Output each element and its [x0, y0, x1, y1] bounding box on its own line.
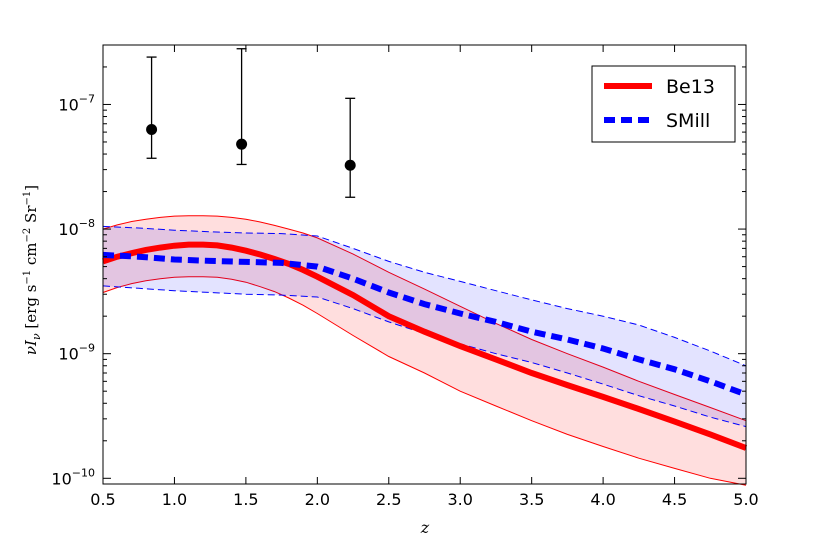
x-tick-label: 2.0	[305, 490, 330, 509]
uncertainty-bands	[102, 215, 747, 486]
band-upper-be13	[102, 215, 747, 422]
x-axis-label: z	[420, 518, 430, 537]
marker	[146, 123, 158, 135]
y-tick-label: 10−9	[58, 342, 95, 364]
x-tick-label: 1.0	[162, 490, 187, 509]
x-tick-label: 2.5	[376, 490, 401, 509]
band-lower-be13	[102, 276, 747, 486]
band-lower-smill	[102, 285, 747, 428]
series-line-smill	[102, 251, 748, 398]
legend: Be13 SMill	[591, 65, 736, 143]
x-tick-label: 0.5	[90, 490, 115, 509]
band-smill	[103, 226, 746, 427]
legend-label-be13: Be13	[666, 76, 715, 98]
marker	[236, 138, 248, 150]
band-be13	[103, 215, 746, 486]
model-curves	[102, 241, 748, 451]
data-point-2	[236, 48, 248, 166]
x-tick-label: 1.5	[233, 490, 258, 509]
x-axis-ticks: 0.5 1.0 1.5 2.0 2.5 3.0 3.5 4.0 4.5 5.0	[90, 45, 759, 509]
y-tick-label: 10−8	[58, 217, 95, 239]
legend-label-smill: SMill	[666, 110, 710, 132]
y-axis-label: νIν [erg s−1 cm−2 Sr−1]	[22, 185, 43, 355]
x-tick-label: 5.0	[733, 490, 758, 509]
x-tick-label: 3.0	[447, 490, 472, 509]
data-points	[146, 48, 356, 198]
y-tick-label: 10−7	[58, 92, 95, 114]
legend-box	[591, 65, 736, 143]
x-tick-label: 3.5	[519, 490, 544, 509]
marker	[344, 159, 356, 171]
data-point-3	[344, 97, 356, 198]
y-axis-ticks: 10−10 10−9 10−8 10−7	[51, 66, 746, 488]
x-tick-label: 4.0	[590, 490, 615, 509]
data-point-1	[146, 56, 158, 159]
x-tick-label: 4.5	[662, 490, 687, 509]
plot-frame	[102, 44, 747, 485]
y-tick-label: 10−10	[51, 466, 95, 488]
